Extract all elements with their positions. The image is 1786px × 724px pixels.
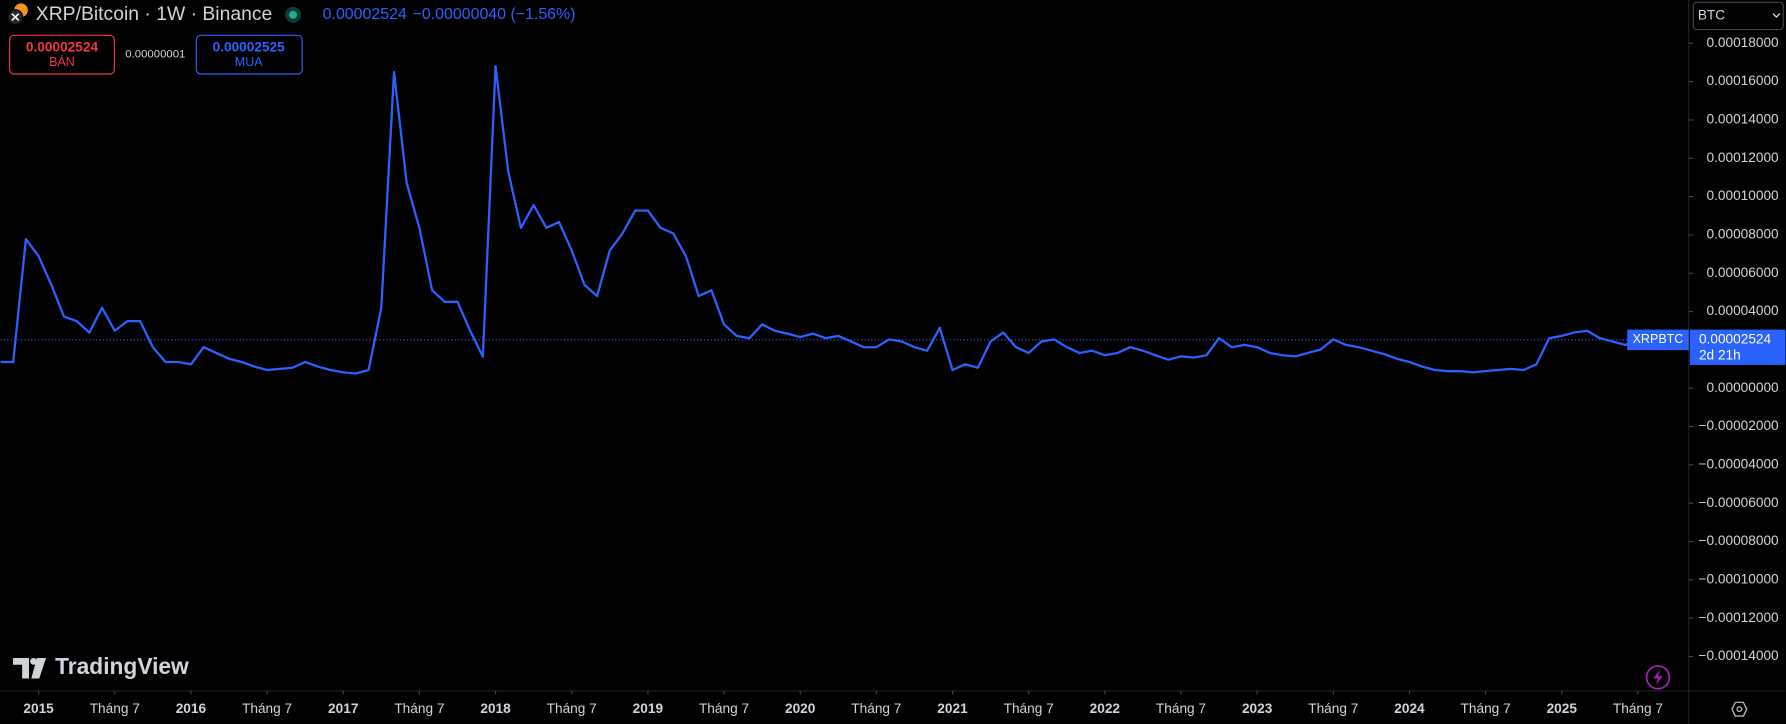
price-change: −0.00000040 (−1.56%) <box>413 6 576 23</box>
y-tick-label: −0.00010000 <box>1699 571 1780 586</box>
x-tick-label: Tháng 7 <box>90 701 140 716</box>
x-tick-label: Tháng 7 <box>1308 701 1358 716</box>
x-tick-label: 2018 <box>480 701 511 716</box>
lightning-ring[interactable] <box>1645 665 1671 690</box>
sell-box[interactable] <box>9 34 115 75</box>
x-tick-label: Tháng 7 <box>1004 701 1054 716</box>
lightning-icon[interactable] <box>1653 669 1663 686</box>
brand-name: TradingView <box>55 653 189 679</box>
buy-price[interactable]: 0.00002525 <box>213 39 286 54</box>
x-tick-label: Tháng 7 <box>1461 701 1511 716</box>
buy-label[interactable]: MUA <box>235 55 263 69</box>
x-tick-label: 2017 <box>328 701 358 716</box>
y-tick-label: 0.00004000 <box>1706 303 1779 318</box>
x-tick-label: 2021 <box>937 701 968 716</box>
settings-icon[interactable] <box>1731 701 1748 717</box>
x-tick-label: Tháng 7 <box>699 701 749 716</box>
y-tick-label: −0.00014000 <box>1699 648 1780 663</box>
x-tick-label: Tháng 7 <box>1156 701 1206 716</box>
x-tick-label: Tháng 7 <box>242 701 292 716</box>
countdown-label: 2d 21h <box>1699 347 1741 362</box>
x-tick-label: Tháng 7 <box>394 701 444 716</box>
y-tick-label: −0.00008000 <box>1699 533 1780 548</box>
sell-button[interactable]: 0.00002524 BÁN <box>9 34 115 75</box>
x-tick-label: 2020 <box>785 701 816 716</box>
buy-box[interactable] <box>195 34 303 75</box>
x-tick-label: 2023 <box>1242 701 1273 716</box>
x-tick-label: Tháng 7 <box>851 701 901 716</box>
y-tick-label: 0.00012000 <box>1706 150 1779 165</box>
x-tick-label: Tháng 7 <box>547 701 597 716</box>
y-tick-label: −0.00012000 <box>1699 610 1780 625</box>
symbol-title: XRP/Bitcoin · 1W · Binance <box>36 3 273 25</box>
y-tick-label: 0.00000000 <box>1706 380 1779 395</box>
market-status-dot <box>289 10 298 19</box>
buy-button[interactable]: 0.00002525 MUA <box>195 34 303 75</box>
last-price: 0.00002524 <box>323 6 407 23</box>
symbol-icon <box>7 3 28 26</box>
settings-button[interactable] <box>1731 701 1748 717</box>
x-tick-label: 2025 <box>1547 701 1578 716</box>
y-tick-label: 0.00006000 <box>1706 265 1779 280</box>
currency-label[interactable]: BTC <box>1698 8 1725 23</box>
x-tick-label: 2015 <box>23 701 54 716</box>
lightning-button[interactable] <box>1645 665 1671 690</box>
price-tag-label: 0.00002524 <box>1699 331 1772 346</box>
y-tick-label: −0.00002000 <box>1699 418 1780 433</box>
x-tick-label: Tháng 7 <box>1613 701 1663 716</box>
y-tick-label: 0.00014000 <box>1706 112 1779 127</box>
x-tick-label: 2019 <box>633 701 664 716</box>
x-tick-label: 2024 <box>1394 701 1425 716</box>
x-tick-label: 2016 <box>176 701 207 716</box>
currency-box[interactable] <box>1692 1 1784 31</box>
currency-select[interactable]: BTC <box>1692 1 1784 31</box>
symbol-tag-label: XRPBTC <box>1633 332 1684 346</box>
sell-price[interactable]: 0.00002524 <box>26 39 99 54</box>
price-line <box>0 65 1639 375</box>
sell-label[interactable]: BÁN <box>49 54 75 69</box>
settings-center[interactable] <box>1736 706 1743 713</box>
symbol-tag <box>1627 329 1689 351</box>
y-tick-label: 0.00010000 <box>1706 188 1779 203</box>
price-tag <box>1689 329 1786 365</box>
y-tick-label: 0.00008000 <box>1706 227 1779 242</box>
spread: 0.00000001 <box>125 49 185 61</box>
x-tick-label: 2022 <box>1090 701 1121 716</box>
y-tick-label: −0.00006000 <box>1699 495 1780 510</box>
y-tick-label: 0.00016000 <box>1706 73 1779 88</box>
brand-logo <box>13 657 47 679</box>
y-tick-label: −0.00004000 <box>1699 456 1780 471</box>
currency-chevron[interactable] <box>1772 13 1781 19</box>
y-tick-label: 0.00018000 <box>1706 35 1779 50</box>
